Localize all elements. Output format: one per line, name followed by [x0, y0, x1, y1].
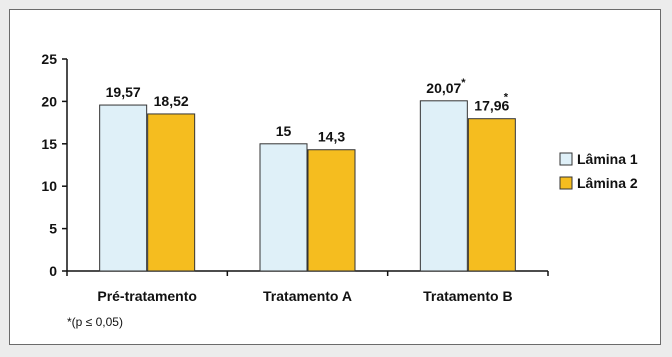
footnote: *(p ≤ 0,05)	[67, 315, 123, 329]
legend-label: Lâmina 1	[577, 151, 638, 167]
legend-swatch	[559, 152, 573, 166]
chart-bars	[99, 100, 516, 272]
y-tick-label: 10	[41, 178, 57, 194]
data-label: 14,3	[318, 129, 345, 145]
x-category-label: Tratamento B	[423, 288, 512, 304]
legend-swatch	[559, 176, 573, 190]
x-category-label: Pré-tratamento	[97, 288, 197, 304]
bar-2-3	[467, 118, 516, 272]
data-label: 19,57	[106, 84, 141, 100]
chart-legend: Lâmina 1 Lâmina 2	[559, 147, 655, 195]
data-label: 17,96	[474, 98, 509, 114]
data-label: 15	[276, 123, 292, 139]
legend-label: Lâmina 2	[577, 175, 638, 191]
y-tick-label: 0	[49, 263, 57, 279]
bar-1-3	[419, 100, 468, 272]
bar-1-2	[259, 143, 308, 272]
y-tick-label: 25	[41, 51, 57, 67]
bar-2-1	[147, 113, 196, 272]
legend-box	[560, 147, 655, 195]
x-category-label: Tratamento A	[263, 288, 352, 304]
bar-2-2	[307, 149, 356, 272]
y-tick-label: 20	[41, 93, 57, 109]
significance-marker: *	[504, 92, 509, 104]
significance-marker: *	[461, 77, 466, 89]
data-label: 18,52	[154, 93, 189, 109]
y-tick-label: 5	[49, 221, 57, 237]
y-tick-label: 15	[41, 136, 57, 152]
bar-1-1	[99, 104, 148, 272]
data-label: 20,07	[426, 80, 461, 96]
